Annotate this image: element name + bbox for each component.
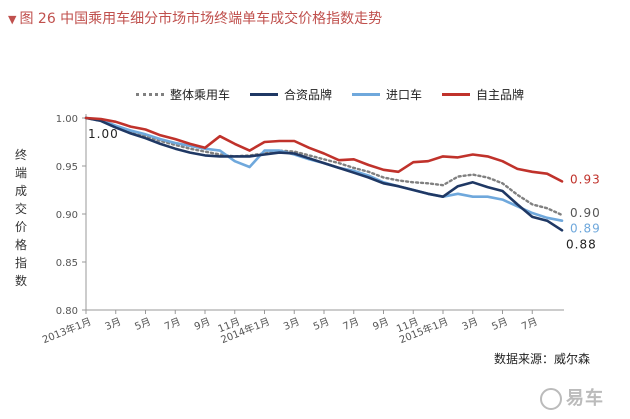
x-tick-label: 9月 xyxy=(192,316,212,333)
x-tick-label: 2013年1月 xyxy=(40,315,93,346)
watermark-text: 易车 xyxy=(566,388,604,409)
series-line xyxy=(84,116,564,217)
legend-swatch xyxy=(442,93,471,96)
series-end-label: 0.90 xyxy=(570,206,601,220)
series-end-label: 0.89 xyxy=(570,222,601,236)
chart-legend: 整体乘用车 合资品牌 进口车 自主品牌 xyxy=(136,86,524,103)
legend-label: 自主品牌 xyxy=(476,88,525,102)
legend-swatch xyxy=(352,93,381,96)
triangle-down-icon: ▼ xyxy=(8,13,17,26)
x-tick-label: 7月 xyxy=(163,316,183,333)
chart-title: ▼ 图 26 中国乘用车细分市场市场终端单车成交价格指数走势 xyxy=(8,8,382,28)
y-tick-label: 1.00 xyxy=(56,114,78,125)
series-end-label: 0.93 xyxy=(570,172,601,186)
legend-item: 整体乘用车 xyxy=(136,86,230,103)
y-tick-label: 0.85 xyxy=(56,258,78,269)
x-tick-label: 3月 xyxy=(282,316,302,333)
chart-title-text: 图 26 中国乘用车细分市场市场终端单车成交价格指数走势 xyxy=(19,11,383,27)
start-value-label: 1.00 xyxy=(88,127,119,141)
x-tick-label: 7月 xyxy=(520,316,540,333)
x-tick-label: 5月 xyxy=(311,316,331,333)
legend-item: 进口车 xyxy=(352,86,422,103)
x-tick-label: 3月 xyxy=(460,316,480,333)
legend-item: 自主品牌 xyxy=(442,86,524,103)
series-end-label: 0.88 xyxy=(566,237,597,251)
x-tick-label: 5月 xyxy=(133,316,153,333)
data-source-note: 数据来源：威尔森 xyxy=(494,352,591,366)
x-tick-label: 5月 xyxy=(490,316,510,333)
watermark: 易车 xyxy=(540,384,604,410)
y-tick-label: 0.80 xyxy=(56,306,78,317)
series-line xyxy=(84,116,564,232)
y-tick-label: 0.95 xyxy=(56,162,78,173)
watermark-logo-icon xyxy=(540,388,562,410)
series-line xyxy=(84,116,564,183)
x-tick-label: 9月 xyxy=(371,316,391,333)
x-tick-label: 3月 xyxy=(103,316,123,333)
legend-label: 整体乘用车 xyxy=(170,88,231,102)
legend-label: 进口车 xyxy=(386,88,423,102)
legend-item: 合资品牌 xyxy=(250,86,332,103)
legend-label: 合资品牌 xyxy=(284,88,333,102)
legend-swatch xyxy=(250,93,279,96)
y-tick-label: 0.90 xyxy=(56,210,78,221)
legend-swatch xyxy=(136,93,164,96)
y-axis-label: 终端成交价格指数 xyxy=(14,148,27,288)
x-tick-label: 7月 xyxy=(341,316,361,333)
